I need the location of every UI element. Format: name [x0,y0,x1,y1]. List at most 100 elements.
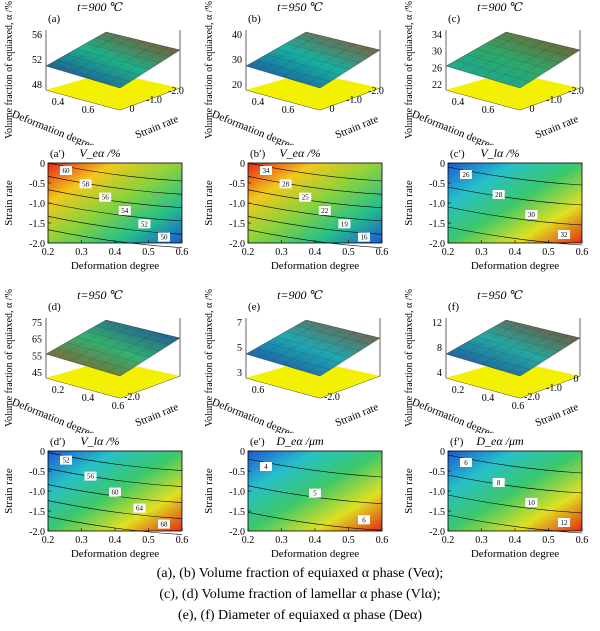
contour-label-bg [558,518,570,527]
x-tick-label: 0.6 [252,385,265,396]
z-axis-label: Volume fraction of equiaxed, α /% [4,1,15,139]
y-tick-label: -0.5 [429,467,445,478]
x-tick-label: 0.6 [82,105,95,116]
contour-label: 60 [63,167,71,175]
panel-letter: (d′) [50,436,66,448]
mesh-line [465,342,541,364]
z-axis-label: Volume fraction of equiaxed, α /% [204,1,215,139]
contour-label: 32 [561,231,569,239]
mesh-line [95,43,156,81]
y-tick-label: 0 [130,104,135,115]
surface-floor [46,72,180,110]
x-tick-label: 0.4 [482,393,495,404]
contour-label: 26 [463,171,471,179]
contour-label: 54 [121,207,129,215]
y-tick-label: -1.0 [29,487,45,498]
contour-label: 58 [82,180,90,188]
z-tick-label: 55 [32,351,42,362]
mesh-line [70,325,131,362]
contour-label-bg [158,232,170,242]
y-tick-label: 0 [530,104,535,115]
contour-label-bg [84,471,97,481]
panel-letter: (a) [48,13,61,25]
mesh-line [307,46,368,85]
y-tick-label: -2.0 [429,239,445,250]
surface-title: t=900 ℃ [477,0,523,14]
mesh-line [455,348,531,370]
contour-label-bg [460,170,472,179]
contour-field [47,162,183,244]
contour-title: V_lα /% [480,146,519,160]
mesh-line [295,43,356,81]
y-tick-label: -1.0 [146,95,162,106]
mesh-line [458,34,519,70]
contour-plot-b2: (b′) V_eα /% 34 28 25 22 19 16 0 -0.5 -1.0 -1.5 -2.0… [203,146,388,272]
x-tick-label: 0.6 [376,535,389,546]
y-tick-label: -2.0 [229,239,245,250]
mesh-line [275,336,351,358]
y-tick-label: -1.0 [546,383,562,394]
caption-line-1: (a), (b) Volume fraction of equiaxed α p… [156,566,444,581]
mesh-line [258,34,319,70]
contour-line [447,206,583,226]
x-tick-label: 0.3 [75,247,88,258]
mesh-line [70,37,131,74]
mesh-line [58,322,119,358]
x-axis-label: Deformation degree [271,548,359,560]
contour-line [47,189,183,208]
contour-label: 5 [313,490,317,498]
mesh-line [470,325,531,362]
mesh-line [95,325,171,345]
y-tick-label: 0 [574,374,579,385]
panel-letter: (e′) [250,436,265,448]
y-tick-label: -2.0 [429,527,445,538]
mesh-line [507,46,568,85]
contour-plot-c2: (c′) V_lα /% 26 28 30 32 0 -0.5 -1.0 -1.5 -2.00.2 0… [403,146,588,272]
y-tick-label: -2.0 [29,239,45,250]
x-tick-label: 0.2 [52,385,65,396]
z-tick-label: 45 [32,368,42,379]
mesh-line [55,348,131,370]
x-tick-label: 0.2 [42,247,55,258]
contour-title: V_eα /% [279,146,320,160]
y-tick-label: -1.0 [429,199,445,210]
y-tick-label: 0 [440,159,445,170]
mesh-line [265,342,341,364]
contour-label: 16 [361,234,369,242]
mesh-line [85,43,161,63]
contour-label-bg [309,488,321,498]
contour-label-bg [60,455,72,465]
z-tick-label: 5 [237,343,242,354]
contour-line [47,468,183,487]
x-tick-label: 0.4 [509,535,522,546]
y-tick-label: -1.0 [229,199,245,210]
mesh-line [495,37,571,57]
x-tick-label: 0.4 [309,247,322,258]
z-tick-label: 7 [237,318,242,329]
z-tick-label: 48 [32,80,42,91]
surface-title: t=900 ℃ [277,288,323,302]
x-tick-label: 0.6 [282,105,295,116]
contour-label: 56 [87,473,95,481]
contour-line [47,202,183,222]
x-tick-label: 0.2 [242,247,255,258]
contour-line [247,512,383,531]
y-tick-label: -1.5 [29,507,45,518]
x-tick-label: 0.3 [275,535,288,546]
x-tick-label: 0.5 [142,535,155,546]
surface-title: t=950 ℃ [477,288,523,302]
mesh-line [295,325,371,345]
contour-line [447,494,583,514]
y-axis-label: Strain rate [334,113,381,141]
contour-title: D_eα /μm [475,434,524,448]
contour-label-bg [299,192,312,202]
x-tick-label: 0.5 [542,247,555,258]
response-surface [245,31,381,89]
contour-label-bg [118,206,131,215]
mesh-line [285,331,361,351]
y-tick-label: -1.5 [29,219,45,230]
mesh-line [255,348,331,370]
contour-label: 28 [282,180,290,188]
response-surface [45,319,181,377]
y-axis-label: Strain rate [134,113,181,141]
